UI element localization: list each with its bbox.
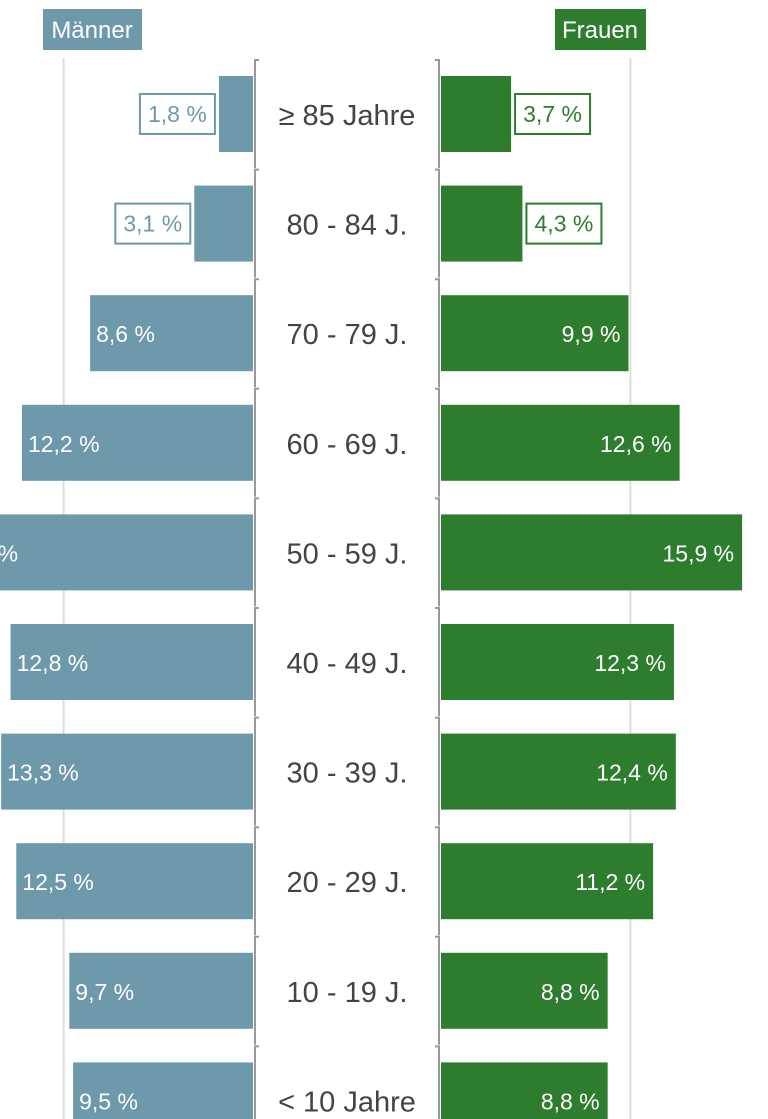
bar [441, 76, 512, 152]
bracket [254, 935, 259, 1045]
legend-box [555, 9, 646, 50]
bracket [254, 59, 259, 168]
category-label: 50 - 59 J. [287, 538, 408, 570]
value-label: 3,7 % [523, 101, 582, 127]
category-label: 70 - 79 J. [287, 319, 408, 351]
bracket [254, 607, 259, 716]
bar [441, 952, 608, 1029]
value-label: 1,8 % [148, 101, 207, 127]
label-box [138, 93, 216, 135]
bracket [435, 607, 440, 716]
label-box [514, 93, 592, 135]
bar [441, 1062, 608, 1119]
value-label: 8,8 % [541, 1088, 600, 1114]
category-label: ≥ 85 Jahre [279, 100, 416, 132]
category-label: 40 - 49 J. [287, 648, 408, 680]
value-label: 9,7 % [75, 979, 134, 1005]
bar [441, 514, 743, 591]
value-label: 12,3 % [594, 650, 666, 676]
value-label: 4,3 % [535, 211, 594, 237]
bar [0, 514, 253, 591]
bracket [435, 716, 440, 826]
value-label: 12,5 % [22, 869, 94, 895]
bracket [254, 278, 259, 388]
value-label: 12,6 % [600, 431, 672, 457]
value-label: 9,5 % [79, 1088, 138, 1114]
value-label: 12,4 % [596, 760, 668, 786]
category-label: 30 - 39 J. [287, 758, 408, 790]
value-label: 3,1 % [123, 211, 182, 237]
bar [90, 295, 253, 372]
marks: ≥ 85 Jahre 80 - 84 J. 70 - 79 J. 60 - 69 J.… [0, 76, 743, 1119]
bar [441, 185, 523, 262]
bar [10, 624, 253, 700]
value-label: 12,2 % [28, 431, 100, 457]
bracket [435, 278, 440, 388]
bar [69, 952, 254, 1029]
category-label: 20 - 29 J. [287, 867, 408, 899]
bracket [254, 1045, 259, 1119]
bracket [435, 168, 440, 278]
bar [1, 733, 253, 810]
bar [73, 1062, 253, 1119]
legend-label: Frauen [562, 17, 638, 44]
value-label: 16,5 % [0, 540, 18, 566]
bracket [435, 1045, 440, 1119]
bar [441, 295, 629, 372]
bar [441, 624, 674, 700]
label-box [525, 202, 603, 245]
category-label: 80 - 84 J. [287, 210, 408, 242]
legend-label: Männer [51, 17, 132, 44]
bracket [435, 935, 440, 1045]
bracket [254, 387, 259, 497]
bracket [435, 497, 440, 607]
bracket [254, 497, 259, 607]
bracket [435, 826, 440, 936]
grid [62, 58, 632, 1119]
value-label: 8,6 % [96, 321, 155, 347]
bracket [254, 716, 259, 826]
bracket [435, 387, 440, 497]
category-label: 10 - 19 J. [287, 977, 408, 1009]
value-label: 11,2 % [575, 869, 645, 895]
bracket [254, 168, 259, 278]
bar [441, 733, 676, 810]
legend-box [43, 9, 142, 50]
value-label: 13,3 % [7, 760, 79, 786]
value-label: 15,9 % [662, 540, 734, 566]
bar [16, 843, 253, 920]
bracket [254, 826, 259, 936]
bar [194, 185, 253, 262]
category-label: 60 - 69 J. [287, 429, 408, 461]
value-label: 8,8 % [541, 979, 600, 1005]
value-label: 9,9 % [562, 321, 621, 347]
category-label: < 10 Jahre [278, 1086, 416, 1118]
bar [218, 76, 253, 152]
bar [441, 843, 654, 920]
label-box [114, 202, 192, 245]
bar [441, 404, 680, 481]
bracket [435, 59, 440, 168]
bar [21, 404, 254, 481]
value-label: 12,8 % [17, 650, 89, 676]
